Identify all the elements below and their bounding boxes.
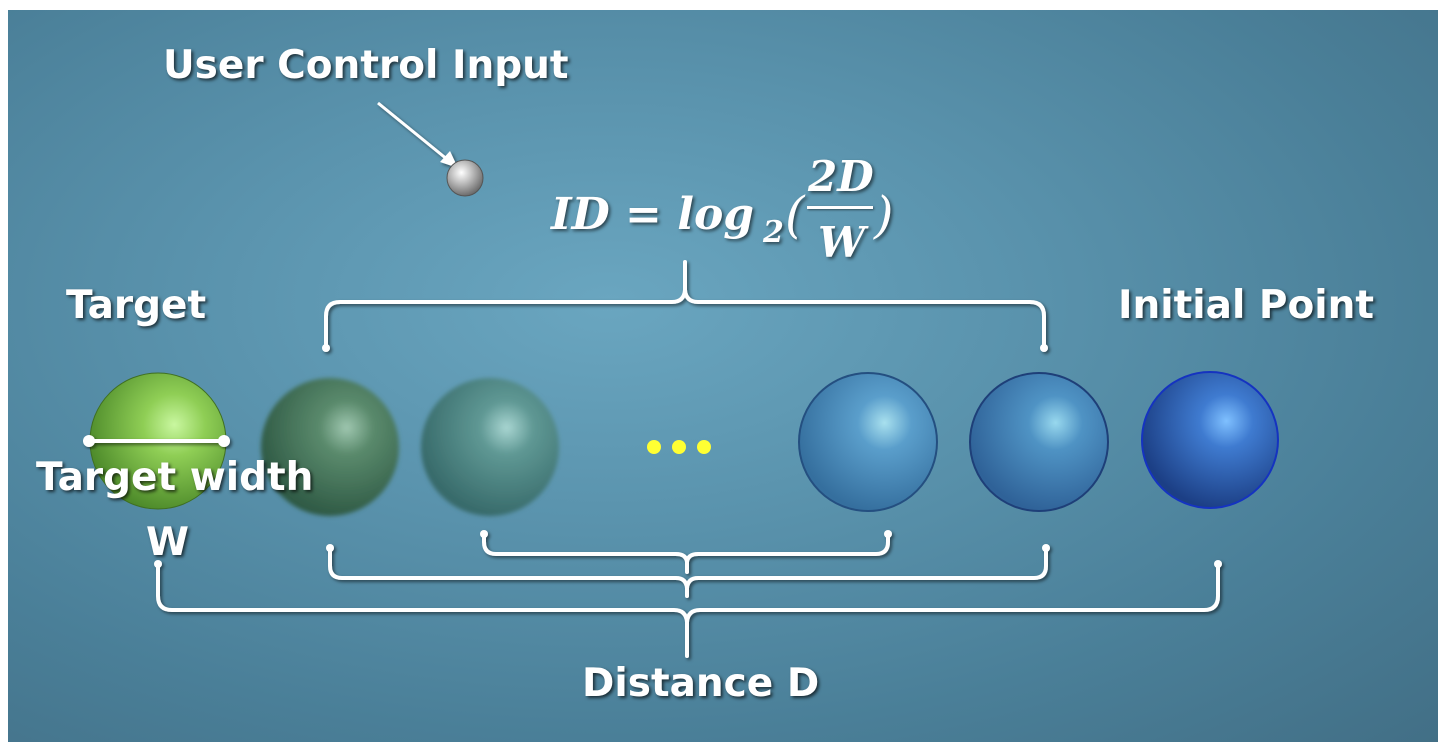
formula-open-paren: ( bbox=[785, 186, 805, 244]
sphere-3 bbox=[421, 378, 559, 516]
target-width-label: Target width bbox=[36, 455, 314, 500]
id-brace bbox=[322, 260, 1048, 352]
sphere-5 bbox=[969, 372, 1109, 512]
diagram-graphics bbox=[83, 101, 1279, 658]
user-control-input-label: User Control Input bbox=[163, 43, 569, 88]
sphere-2 bbox=[261, 378, 399, 516]
initial-point-label: Initial Point bbox=[1118, 283, 1375, 328]
formula-numerator: 2D bbox=[808, 152, 874, 201]
target-width-bar bbox=[83, 435, 230, 447]
sphere-4 bbox=[798, 372, 938, 512]
distance-braces bbox=[154, 530, 1222, 658]
pointer-arrow bbox=[377, 101, 458, 168]
cursor-ball bbox=[446, 159, 484, 197]
formula-close-paren: ) bbox=[874, 186, 894, 244]
distance-label: Distance D bbox=[582, 661, 820, 706]
formula-subscript: 2 bbox=[763, 215, 784, 250]
w-label: W bbox=[146, 520, 190, 565]
formula-lhs: ID = log bbox=[551, 189, 755, 240]
initial-sphere bbox=[1141, 371, 1279, 509]
ellipsis-dots bbox=[647, 440, 711, 454]
target-label: Target bbox=[66, 283, 207, 328]
fraction-bar bbox=[807, 206, 873, 209]
formula-denominator: W bbox=[818, 218, 866, 267]
diagram-canvas: User Control Input Target Initial Point … bbox=[8, 10, 1438, 742]
